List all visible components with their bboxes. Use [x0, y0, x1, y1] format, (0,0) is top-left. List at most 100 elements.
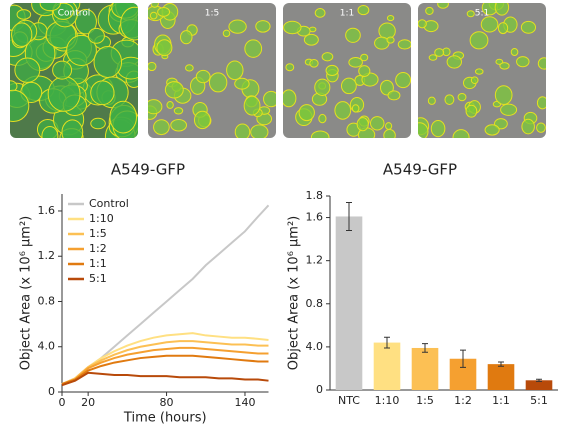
y-tick-label: 1.2 [38, 249, 56, 262]
x-tick-label: 1:10 [375, 394, 400, 407]
bar [373, 342, 401, 390]
cell [193, 110, 211, 130]
y-tick-label: 0 [316, 383, 323, 396]
x-tick-label: 5:1 [530, 394, 548, 407]
cell [494, 3, 510, 16]
cell [244, 39, 263, 58]
cell [474, 68, 484, 75]
cell [153, 119, 170, 136]
cell [418, 122, 429, 138]
cell [470, 76, 479, 85]
cell [283, 20, 302, 35]
cell [41, 125, 59, 138]
cell [185, 64, 194, 72]
cell [425, 6, 434, 15]
series-line [61, 354, 269, 386]
bar [487, 364, 515, 390]
y-tick-label: 1.6 [306, 211, 324, 224]
legend-label: 1:5 [89, 227, 107, 240]
micrograph-content [283, 3, 411, 138]
error-bar [460, 349, 466, 368]
cell [298, 104, 315, 122]
x-tick-label: 1:1 [492, 394, 510, 407]
cell [166, 101, 174, 109]
cell [386, 36, 395, 44]
cell [497, 22, 509, 35]
cell [61, 119, 84, 138]
cell [255, 20, 271, 33]
cell [494, 85, 513, 105]
cell [11, 22, 33, 47]
series-line [61, 332, 269, 385]
cell [370, 116, 385, 131]
cell [516, 56, 530, 68]
cell [87, 27, 105, 44]
cell [480, 16, 499, 33]
cell [510, 48, 519, 57]
cell [387, 90, 401, 101]
cell [148, 61, 157, 72]
x-tick-label: NTC [338, 394, 360, 407]
cell [452, 129, 470, 138]
cell [397, 39, 411, 50]
cell [521, 118, 535, 135]
cell [310, 130, 330, 138]
legend-label: 1:1 [89, 257, 107, 270]
cell [325, 64, 339, 76]
cell [358, 65, 371, 77]
panel-label: 1:5 [205, 9, 219, 19]
x-tick-label: 0 [59, 396, 66, 409]
panel-label: Control [58, 9, 91, 19]
cell [250, 124, 269, 138]
cell [356, 117, 369, 132]
cell [243, 95, 261, 116]
cell [14, 57, 41, 83]
y-tick-label: 0.8 [306, 297, 324, 310]
cell [90, 117, 106, 130]
cell [47, 76, 81, 112]
cell [109, 100, 138, 134]
cell [314, 78, 331, 96]
chart-title: A549-GFP [383, 161, 457, 179]
cell [234, 77, 250, 90]
cell [318, 113, 327, 124]
x-axis-label: Time (hours) [123, 411, 207, 426]
y-tick-label: 1.6 [38, 204, 56, 217]
cell [120, 6, 138, 41]
cell [357, 5, 370, 16]
y-tick-label: 4.0 [306, 340, 324, 353]
cell [427, 96, 436, 105]
cell [430, 119, 446, 138]
cell [321, 52, 334, 62]
cell [93, 45, 123, 79]
cell [386, 14, 395, 22]
cell [378, 22, 396, 40]
series-line [61, 346, 269, 386]
micrograph: 1:1 [283, 3, 411, 138]
cell [385, 122, 393, 130]
legend-label: 1:10 [89, 212, 114, 225]
cell [10, 89, 30, 122]
cell [16, 9, 32, 20]
y-axis-label: Object Area (x 10⁶ µm²) [19, 216, 34, 371]
cell [418, 19, 427, 29]
cell [457, 92, 467, 102]
series-line [61, 371, 269, 387]
cell [466, 10, 475, 18]
cell [52, 60, 73, 80]
cell [484, 124, 500, 136]
legend-label: 1:2 [89, 242, 107, 255]
cell [149, 11, 158, 20]
error-bar [422, 343, 428, 353]
legend-label: Control [89, 197, 129, 210]
micrograph-content [10, 3, 138, 138]
cell [536, 122, 546, 133]
y-tick-label: 1.2 [306, 254, 324, 267]
cell [340, 77, 357, 95]
error-bar [498, 361, 504, 367]
cell [148, 99, 163, 115]
error-bar [346, 201, 352, 231]
cell [234, 123, 251, 138]
cell [90, 80, 115, 106]
